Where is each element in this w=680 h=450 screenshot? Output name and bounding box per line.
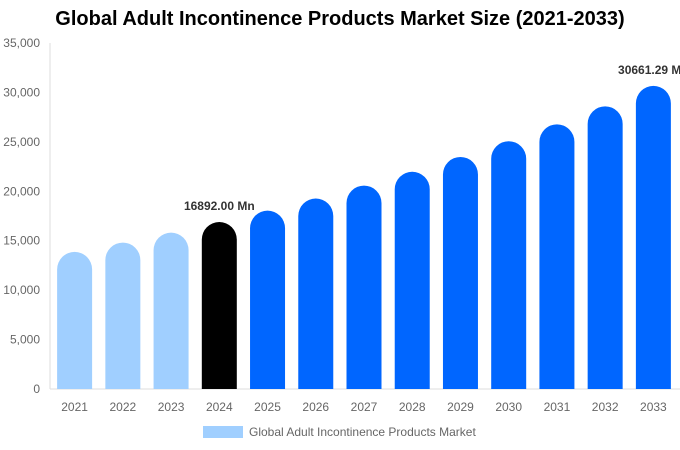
bar-2032[interactable] bbox=[587, 106, 623, 390]
x-tick-label: 2031 bbox=[544, 400, 571, 414]
y-tick-label: 5,000 bbox=[10, 333, 40, 347]
y-tick-label: 35,000 bbox=[3, 36, 40, 50]
x-tick-label: 2030 bbox=[495, 400, 522, 414]
x-tick-label: 2021 bbox=[61, 400, 88, 414]
y-tick-label: 20,000 bbox=[3, 184, 40, 198]
bar-2025[interactable] bbox=[250, 210, 286, 389]
y-tick-label: 10,000 bbox=[3, 283, 40, 297]
bar-2028[interactable] bbox=[394, 171, 430, 389]
bar-2027[interactable] bbox=[346, 185, 382, 389]
legend-label: Global Adult Incontinence Products Marke… bbox=[249, 425, 476, 439]
bar-2033[interactable] bbox=[635, 85, 671, 390]
y-tick-label: 30,000 bbox=[3, 85, 40, 99]
y-tick-label: 25,000 bbox=[3, 135, 40, 149]
y-tick-label: 15,000 bbox=[3, 234, 40, 248]
data-label: 16892.00 Mn bbox=[184, 199, 255, 213]
x-tick-label: 2023 bbox=[158, 400, 185, 414]
x-tick-label: 2028 bbox=[399, 400, 426, 414]
x-tick-label: 2032 bbox=[592, 400, 619, 414]
bar-2021[interactable] bbox=[57, 251, 93, 389]
x-tick-label: 2033 bbox=[640, 400, 667, 414]
bar-2024[interactable] bbox=[201, 222, 237, 389]
bar-2026[interactable] bbox=[298, 198, 334, 389]
x-tick-label: 2022 bbox=[109, 400, 136, 414]
y-tick-label: 0 bbox=[33, 382, 40, 396]
bar-2031[interactable] bbox=[539, 124, 575, 389]
chart-title: Global Adult Incontinence Products Marke… bbox=[55, 8, 625, 30]
x-tick-label: 2029 bbox=[447, 400, 474, 414]
legend[interactable]: Global Adult Incontinence Products Marke… bbox=[203, 425, 476, 439]
x-tick-label: 2024 bbox=[206, 400, 233, 414]
bar-2029[interactable] bbox=[442, 156, 478, 389]
legend-swatch bbox=[203, 426, 243, 438]
x-tick-label: 2026 bbox=[302, 400, 329, 414]
bar-2022[interactable] bbox=[105, 242, 141, 389]
bar-2023[interactable] bbox=[153, 232, 189, 389]
x-tick-label: 2025 bbox=[254, 400, 281, 414]
data-label: 30661.29 Mn bbox=[618, 63, 680, 77]
bar-2030[interactable] bbox=[491, 141, 527, 389]
x-tick-label: 2027 bbox=[351, 400, 378, 414]
